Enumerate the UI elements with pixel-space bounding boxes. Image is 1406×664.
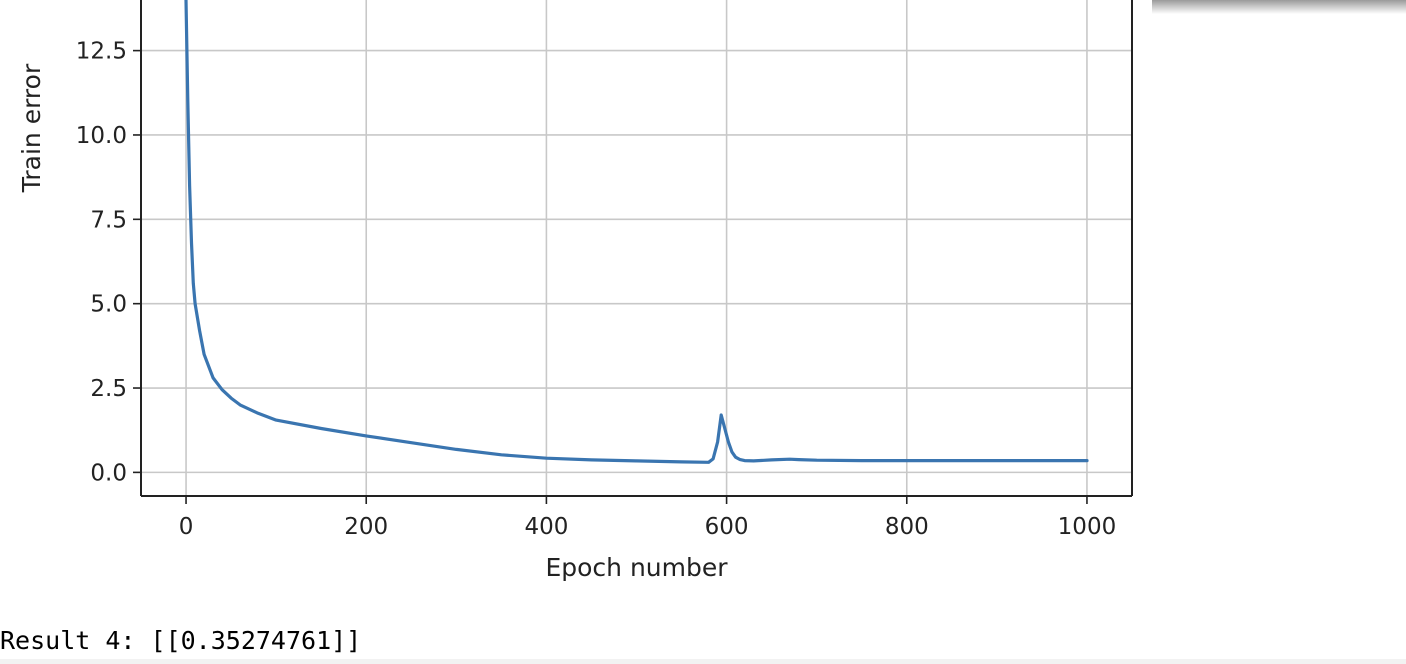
x-tick-label-5: 1000 (1058, 514, 1117, 540)
y-axis-label: Train error (17, 63, 46, 193)
x-tick-label-1: 200 (344, 514, 388, 540)
top-scroll-shadow (1152, 0, 1406, 14)
y-tick-label-1: 2.5 (90, 376, 127, 402)
train-error-series-line (184, 0, 1089, 464)
y-tick-label-4: 10.0 (76, 123, 127, 149)
cell-divider (0, 659, 1406, 664)
result-output-text: Result 4: [[0.35274761]] (0, 626, 362, 655)
x-axis-label: Epoch number (545, 553, 728, 582)
x-tick-label-0: 0 (179, 514, 194, 540)
y-tick-label-2: 5.0 (90, 292, 127, 318)
x-tick-label-2: 400 (524, 514, 568, 540)
y-tick-label-5: 12.5 (76, 39, 127, 65)
y-tick-label-3: 7.5 (90, 207, 127, 233)
x-tick-label-4: 800 (885, 514, 929, 540)
x-tick-label-3: 600 (705, 514, 749, 540)
line-chart: 0 200 400 600 800 1000 0.0 2.5 5.0 7.5 10.0 12.5 Epo… (17, 0, 1133, 582)
y-tick-label-0: 0.0 (90, 460, 127, 486)
